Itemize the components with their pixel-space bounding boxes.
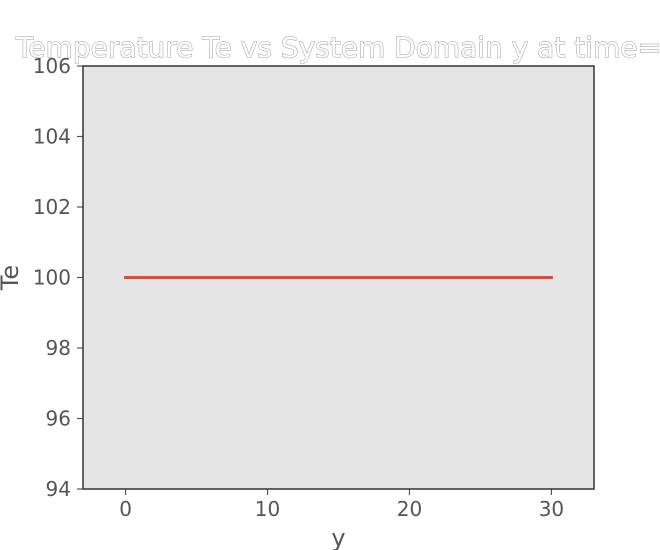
chart-title: Temperature Te vs System Domain y at tim… — [15, 31, 660, 64]
y-axis-ticks: 94 96 98 100 102 104 106 — [33, 54, 83, 501]
x-tick-label: 30 — [539, 497, 564, 521]
y-tick-label: 98 — [46, 336, 71, 360]
y-tick-label: 100 — [33, 266, 71, 290]
x-axis-ticks: 0 10 20 30 — [119, 489, 564, 521]
x-axis-label: y — [331, 524, 345, 550]
x-tick-label: 0 — [119, 497, 132, 521]
y-tick-label: 104 — [33, 125, 71, 149]
y-tick-label: 106 — [33, 54, 71, 78]
x-tick-label: 20 — [397, 497, 422, 521]
y-axis-label: Te — [0, 265, 24, 291]
y-tick-label: 102 — [33, 195, 71, 219]
plot-frame — [82, 65, 595, 490]
y-tick-label: 96 — [46, 407, 71, 431]
y-tick-label: 94 — [46, 477, 71, 501]
x-tick-label: 10 — [255, 497, 280, 521]
